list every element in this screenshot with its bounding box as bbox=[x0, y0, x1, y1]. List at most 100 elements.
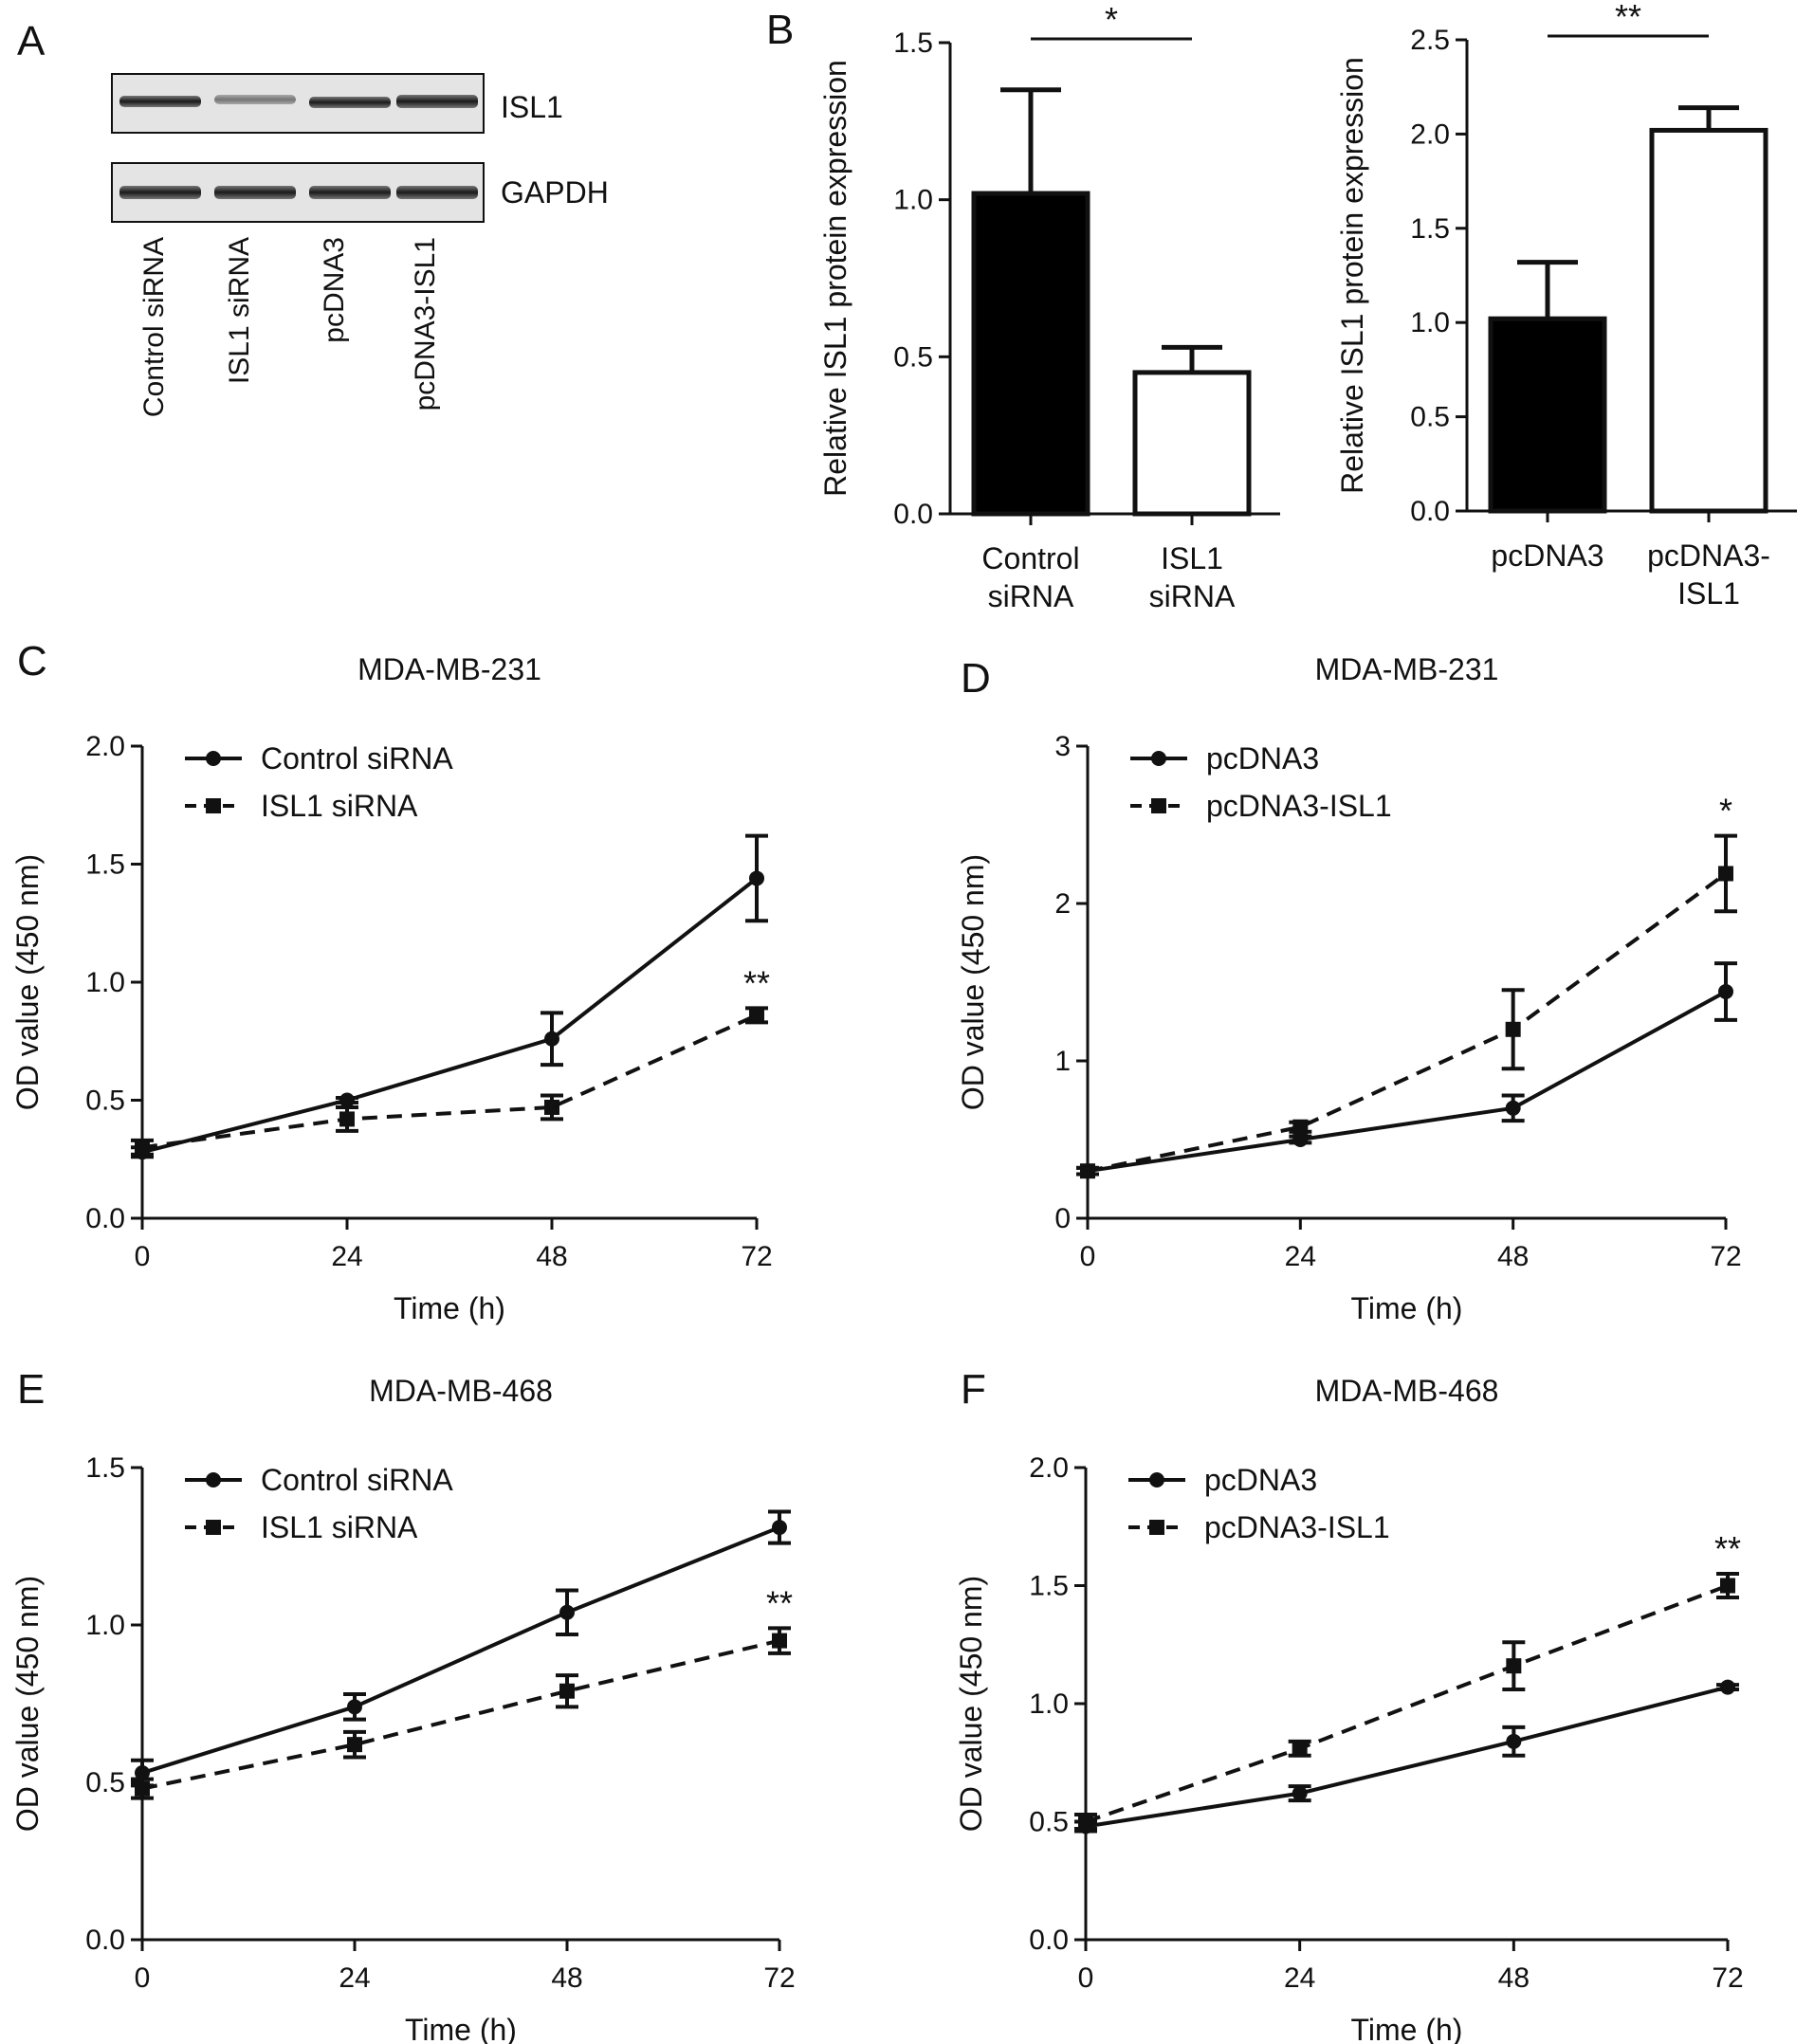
x-axis-label: Time (h) bbox=[1351, 1291, 1463, 1325]
x-tick-label: 48 bbox=[551, 1962, 582, 1994]
series-line bbox=[1087, 871, 1728, 1174]
data-point bbox=[339, 1111, 355, 1127]
data-point bbox=[347, 1737, 362, 1753]
bar bbox=[971, 191, 1090, 517]
x-axis-label: Time (h) bbox=[1351, 2013, 1463, 2044]
data-point bbox=[772, 1633, 787, 1649]
y-tick-label: 2.0 bbox=[1410, 119, 1450, 150]
x-tick-label: 0 bbox=[135, 1241, 151, 1272]
legend-marker bbox=[1149, 1520, 1164, 1535]
data-point bbox=[1505, 1021, 1521, 1037]
bar bbox=[1132, 370, 1252, 517]
blot-gapdh-band bbox=[119, 186, 201, 199]
legend-label: pcDNA3-ISL1 bbox=[1206, 789, 1392, 823]
x-tick-label: 24 bbox=[1284, 1962, 1315, 1994]
data-point bbox=[1505, 1100, 1521, 1116]
chart-title: MDA-MB-231 bbox=[357, 652, 541, 686]
data-point bbox=[135, 1780, 150, 1797]
y-tick-label: 1.0 bbox=[85, 1610, 125, 1641]
legend-label: pcDNA3-ISL1 bbox=[1204, 1510, 1390, 1544]
blot-gapdh-label: GAPDH bbox=[501, 175, 609, 210]
data-point bbox=[1292, 1132, 1309, 1147]
x-tick-label: 24 bbox=[331, 1241, 362, 1272]
y-axis-label: Relative ISL1 protein expression bbox=[818, 60, 852, 497]
bar-chart-isl1-overexpression: 0.0 0.5 1.0 1.5 2.0 2.5 Relative ISL1 protein … bbox=[1335, 0, 1797, 611]
y-tick-label: 1.5 bbox=[1410, 213, 1450, 245]
y-tick-label: 3 bbox=[1054, 731, 1071, 762]
y-tick-label: 0.5 bbox=[893, 341, 933, 373]
data-point bbox=[749, 1007, 764, 1023]
x-axis-label: Time (h) bbox=[405, 2013, 517, 2044]
y-tick-label: 2.0 bbox=[1029, 1452, 1069, 1484]
blot-isl1-label: ISL1 bbox=[501, 90, 563, 124]
y-axis-label: OD value (450 nm) bbox=[10, 1576, 45, 1832]
series-line bbox=[1087, 990, 1727, 1174]
x-category-label: siRNA bbox=[988, 579, 1074, 613]
y-axis-label: OD value (450 nm) bbox=[956, 854, 990, 1110]
western-blot-panel: ISL1 GAPDH Control siRNA ISL1 siRNA pcDN… bbox=[111, 73, 609, 417]
data-point bbox=[544, 1099, 559, 1115]
legend-label: ISL1 siRNA bbox=[261, 789, 418, 823]
x-tick-label: 0 bbox=[1080, 1241, 1096, 1272]
blot-isl1-band bbox=[309, 97, 391, 108]
series-line bbox=[141, 1013, 758, 1150]
blot-gapdh-band bbox=[396, 186, 478, 199]
significance-marker: ** bbox=[1714, 1529, 1741, 1568]
x-tick-label: 48 bbox=[1497, 1241, 1529, 1272]
chart-title: MDA-MB-468 bbox=[369, 1374, 553, 1408]
blot-isl1-band bbox=[214, 95, 296, 104]
y-tick-label: 2 bbox=[1054, 888, 1071, 920]
blot-gapdh-band bbox=[214, 186, 296, 199]
x-tick-label: 72 bbox=[763, 1962, 795, 1994]
significance-marker: ** bbox=[1615, 0, 1641, 36]
data-point bbox=[559, 1683, 575, 1699]
x-category-label: Control bbox=[981, 541, 1079, 575]
y-tick-label: 0.0 bbox=[85, 1925, 125, 1956]
x-tick-label: 72 bbox=[1710, 1241, 1741, 1272]
legend-marker bbox=[206, 1520, 221, 1535]
data-point bbox=[1720, 1679, 1735, 1695]
y-tick-label: 2.5 bbox=[1410, 25, 1450, 56]
y-tick-label: 1.0 bbox=[1029, 1688, 1069, 1720]
data-point bbox=[1718, 983, 1733, 999]
line-chart-d: 0 1 2 3 OD value (450 nm) 0 24 48 72 Time (h) MDA-… bbox=[956, 652, 1742, 1325]
x-tick-label: 48 bbox=[536, 1241, 567, 1272]
line-chart-f: 0.0 0.5 1.0 1.5 2.0 OD value (450 nm) 0 24 48 72 T… bbox=[954, 1374, 1744, 2044]
panel-label-d: D bbox=[961, 655, 991, 702]
data-point bbox=[749, 870, 764, 886]
significance-marker: * bbox=[1719, 792, 1732, 830]
y-tick-label: 0.5 bbox=[85, 1767, 125, 1798]
data-point bbox=[135, 1765, 150, 1781]
y-tick-label: 0.0 bbox=[1029, 1925, 1069, 1956]
bar bbox=[1488, 316, 1607, 514]
x-axis-label: Time (h) bbox=[394, 1291, 505, 1325]
data-point bbox=[544, 1031, 559, 1047]
lane-label: Control siRNA bbox=[138, 237, 170, 417]
legend-label: ISL1 siRNA bbox=[261, 1510, 418, 1544]
x-tick-label: 48 bbox=[1498, 1962, 1530, 1994]
x-category-label: pcDNA3- bbox=[1647, 538, 1770, 573]
legend-marker bbox=[1151, 751, 1166, 766]
series-line bbox=[141, 1638, 780, 1791]
x-category-label: pcDNA3 bbox=[1491, 538, 1603, 573]
legend-marker bbox=[206, 798, 221, 813]
significance-marker: * bbox=[1105, 0, 1118, 39]
chart-title: MDA-MB-231 bbox=[1315, 652, 1499, 686]
series-line bbox=[141, 876, 759, 1155]
series-line bbox=[1085, 1583, 1729, 1824]
x-tick-label: 72 bbox=[741, 1241, 772, 1272]
x-tick-label: 0 bbox=[135, 1962, 151, 1994]
bar bbox=[1649, 127, 1768, 514]
y-tick-label: 0 bbox=[1054, 1203, 1071, 1234]
y-axis-label: Relative ISL1 protein expression bbox=[1335, 57, 1369, 494]
y-tick-label: 1.5 bbox=[1029, 1571, 1069, 1602]
chart-title: MDA-MB-468 bbox=[1315, 1374, 1499, 1408]
legend-label: pcDNA3 bbox=[1206, 741, 1319, 776]
data-point bbox=[1506, 1658, 1522, 1674]
y-tick-label: 1.0 bbox=[1410, 307, 1450, 338]
data-point bbox=[347, 1699, 362, 1715]
legend-marker bbox=[1149, 1472, 1164, 1487]
legend-marker bbox=[1151, 798, 1166, 813]
data-point bbox=[1292, 1785, 1308, 1801]
